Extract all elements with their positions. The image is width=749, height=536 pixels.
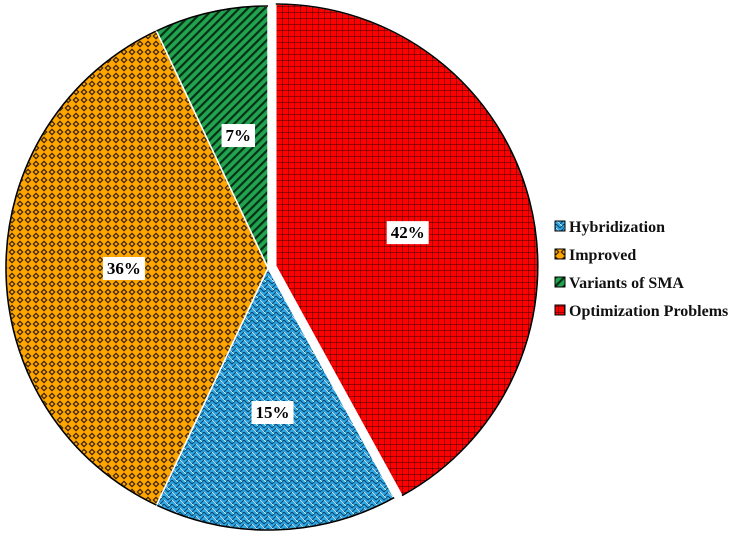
data-label-box-variants-of-sma xyxy=(221,124,256,148)
data-label-text-optimization-problems: 42% xyxy=(391,223,425,242)
legend-swatch-improved xyxy=(554,248,566,260)
pie-slices xyxy=(5,3,539,531)
pie-slice-edge-optimization-problems xyxy=(275,3,539,497)
pie-slice-edge-improved xyxy=(5,30,157,506)
legend-item-optimization-problems: Optimization Problems xyxy=(554,303,728,320)
data-label-variants-of-sma: 7% xyxy=(221,124,256,148)
data-label-hybridization: 15% xyxy=(251,401,294,425)
data-label-box-hybridization xyxy=(251,401,294,425)
data-label-optimization-problems: 42% xyxy=(386,221,429,245)
legend-item-hybridization: Hybridization xyxy=(554,219,665,236)
data-label-box-optimization-problems xyxy=(386,221,429,245)
legend-item-variants-of-sma: Variants of SMA xyxy=(554,275,684,292)
data-label-text-hybridization: 15% xyxy=(256,403,290,422)
data-label-text-variants-of-sma: 7% xyxy=(226,126,252,145)
pie-slice-edge-variants-of-sma xyxy=(156,5,269,32)
pie-labels: 42% 15% 36% 7% xyxy=(102,124,429,425)
legend-swatch-variants-of-sma xyxy=(554,276,566,288)
data-label-box-improved xyxy=(102,257,145,280)
legend-label-variants-of-sma: Variants of SMA xyxy=(569,275,684,292)
data-label-improved: 36% xyxy=(102,257,145,280)
data-label-text-improved: 36% xyxy=(107,259,141,278)
legend-item-improved: Improved xyxy=(554,247,636,264)
legend-label-hybridization: Hybridization xyxy=(569,219,665,236)
legend-label-optimization-problems: Optimization Problems xyxy=(569,303,728,320)
legend-label-improved: Improved xyxy=(569,247,636,264)
legend-swatch-optimization-problems xyxy=(554,304,566,316)
legend: Hybridization Improved Variants of SMA Opti… xyxy=(554,219,728,320)
pie-slice-edge-hybridization xyxy=(156,496,395,531)
legend-swatch-hybridization xyxy=(554,220,566,232)
